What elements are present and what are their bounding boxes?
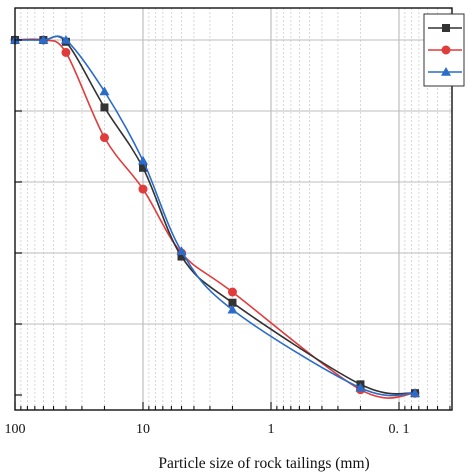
series-line (14, 38, 416, 399)
data-point-triangle (176, 246, 187, 255)
x-tick-label: 10 (136, 422, 150, 437)
data-point-circle (227, 287, 237, 297)
data-point-square (139, 163, 147, 172)
series-line (14, 35, 416, 397)
x-axis-title: Particle size of rock tailings (mm) (158, 455, 369, 472)
x-tick-label: 1 (268, 422, 275, 437)
data-point-square (177, 252, 186, 261)
legend-entry-square (428, 24, 462, 32)
data-point-triangle (38, 35, 49, 44)
series-circle (10, 35, 420, 399)
grid-lines (15, 8, 452, 410)
series-line (14, 35, 416, 395)
legend-marker-circle (441, 45, 451, 55)
plot-frame (14, 7, 453, 411)
data-point-square (228, 298, 237, 307)
x-tick-label: 100 (5, 422, 26, 437)
data-point-circle (138, 184, 148, 194)
legend-marker-triangle (441, 67, 451, 76)
series-square (11, 35, 419, 398)
data-point-triangle (99, 86, 110, 96)
series-group (10, 35, 420, 399)
legend (423, 13, 465, 87)
data-point-triangle (60, 35, 71, 44)
legend-marker-square (442, 24, 450, 32)
x-tick-label: 0. 1 (389, 422, 410, 437)
data-point-triangle (138, 155, 148, 165)
legend-entry-triangle (428, 67, 462, 76)
data-point-square (100, 103, 109, 112)
data-point-triangle (355, 382, 366, 392)
data-point-circle (99, 133, 109, 143)
data-point-triangle (227, 304, 238, 314)
data-point-triangle (409, 388, 420, 397)
series-triangle (10, 35, 420, 397)
data-point-circle (61, 47, 71, 57)
axis-ticks: 100 10 1 0. 1 (5, 39, 451, 437)
legend-entry-circle (428, 45, 462, 55)
